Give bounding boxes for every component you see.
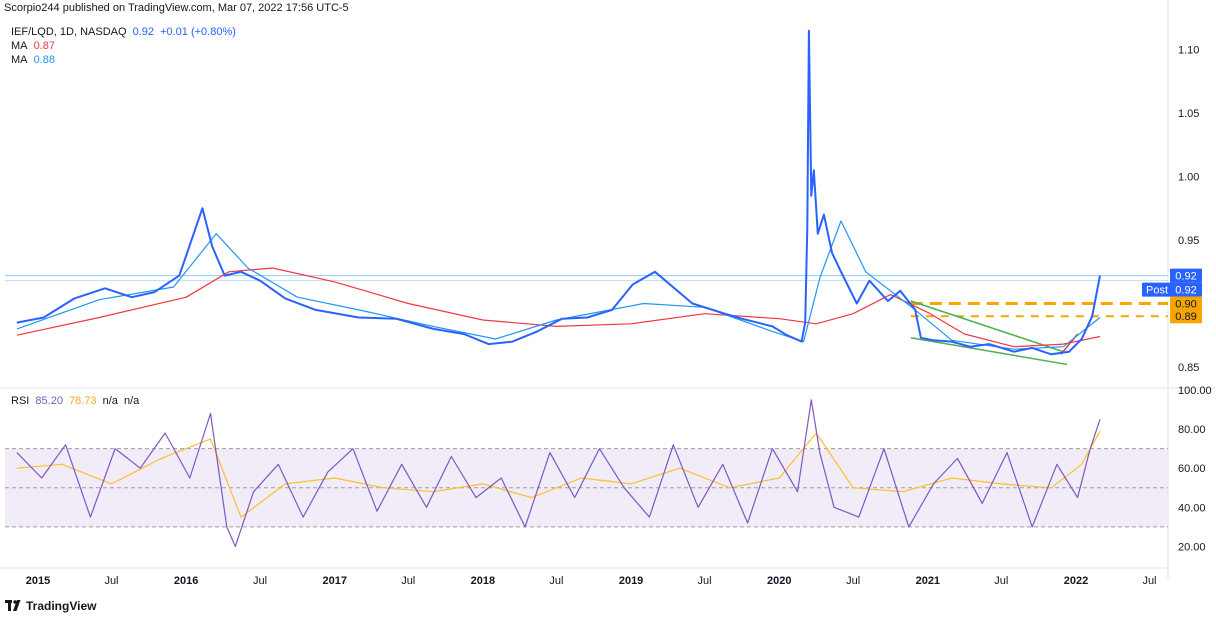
level-low-badge: 0.89	[1175, 311, 1196, 323]
ma-slow-line[interactable]	[16, 267, 1101, 348]
time-tick-label: Jul	[994, 575, 1008, 587]
price-tick-label: 0.95	[1178, 235, 1199, 247]
time-tick-label: Jul	[104, 575, 118, 587]
price-tick-label: 1.10	[1178, 45, 1199, 57]
rsi-legend[interactable]: RSI 85.20 78.73 n/a n/a	[11, 394, 142, 408]
time-tick-label: 2021	[916, 575, 940, 587]
publish-info: Scorpio244 published on TradingView.com,…	[4, 2, 349, 14]
tradingview-footer[interactable]: TradingView	[5, 599, 96, 613]
rsi-tick-label: 20.00	[1178, 541, 1206, 553]
post-badge-bg	[1142, 282, 1202, 297]
ma1-value: 0.87	[33, 40, 55, 52]
price-tick-label: 1.05	[1178, 108, 1199, 120]
rsi-na-1: n/a	[102, 395, 118, 407]
ma1-legend[interactable]: MA 0.87	[11, 39, 58, 53]
time-tick-label: 2019	[619, 575, 643, 587]
time-tick-label: Jul	[253, 575, 267, 587]
time-tick-label: Jul	[549, 575, 563, 587]
level-low-badge-bg	[1170, 309, 1202, 324]
post-badge-label: Post	[1146, 285, 1168, 297]
rsi-tick-label: 40.00	[1178, 502, 1206, 514]
time-tick-label: 2020	[767, 575, 791, 587]
trend-channel-line-2	[910, 337, 1068, 366]
ma2-legend[interactable]: MA 0.88	[11, 53, 58, 67]
last-price-badge: 0.92	[1175, 271, 1196, 283]
level-high-badge: 0.90	[1175, 299, 1196, 311]
price-tick-label: 1.00	[1178, 172, 1199, 184]
rsi-na-2: n/a	[123, 395, 140, 407]
last-value: 0.92	[132, 26, 155, 38]
time-tick-label: 2017	[323, 575, 347, 587]
time-tick-label: 2015	[26, 575, 50, 587]
rsi-line[interactable]	[16, 399, 1101, 548]
time-tick-label: Jul	[1142, 575, 1156, 587]
brand-name: TradingView	[26, 599, 97, 613]
symbol-label: IEF/LQD, 1D, NASDAQ	[11, 26, 127, 38]
price-tick-label: 0.85	[1178, 362, 1199, 374]
time-tick-label: Jul	[698, 575, 712, 587]
rsi-tick-label: 60.00	[1178, 463, 1206, 475]
trend-channel-line-1	[910, 300, 1064, 353]
rsi-label: RSI	[11, 395, 30, 407]
last-price-badge-bg	[1170, 268, 1202, 283]
ma2-value: 0.88	[33, 54, 55, 66]
time-tick-label: 2022	[1064, 575, 1088, 587]
price-legend-main[interactable]: IEF/LQD, 1D, NASDAQ 0.92 +0.01 (+0.80%)	[11, 25, 239, 39]
rsi-ma-value: 78.73	[69, 395, 97, 407]
rsi-tick-label: 100.00	[1178, 385, 1212, 397]
time-tick-label: 2016	[174, 575, 198, 587]
level-high-badge-bg	[1170, 296, 1202, 311]
rsi-tick-label: 80.00	[1178, 424, 1206, 436]
change-value: +0.01 (+0.80%)	[160, 26, 236, 38]
tradingview-logo-icon	[5, 600, 21, 611]
ma1-label: MA	[11, 40, 28, 52]
post-badge-value: 0.92	[1175, 285, 1196, 297]
ma-fast-line[interactable]	[16, 220, 1101, 350]
time-tick-label: 2018	[471, 575, 495, 587]
ma2-label: MA	[11, 54, 28, 66]
time-tick-label: Jul	[846, 575, 860, 587]
rsi-ma-line[interactable]	[16, 430, 1101, 518]
rsi-value: 85.20	[35, 395, 63, 407]
time-tick-label: Jul	[401, 575, 415, 587]
price-line[interactable]	[16, 29, 1101, 356]
